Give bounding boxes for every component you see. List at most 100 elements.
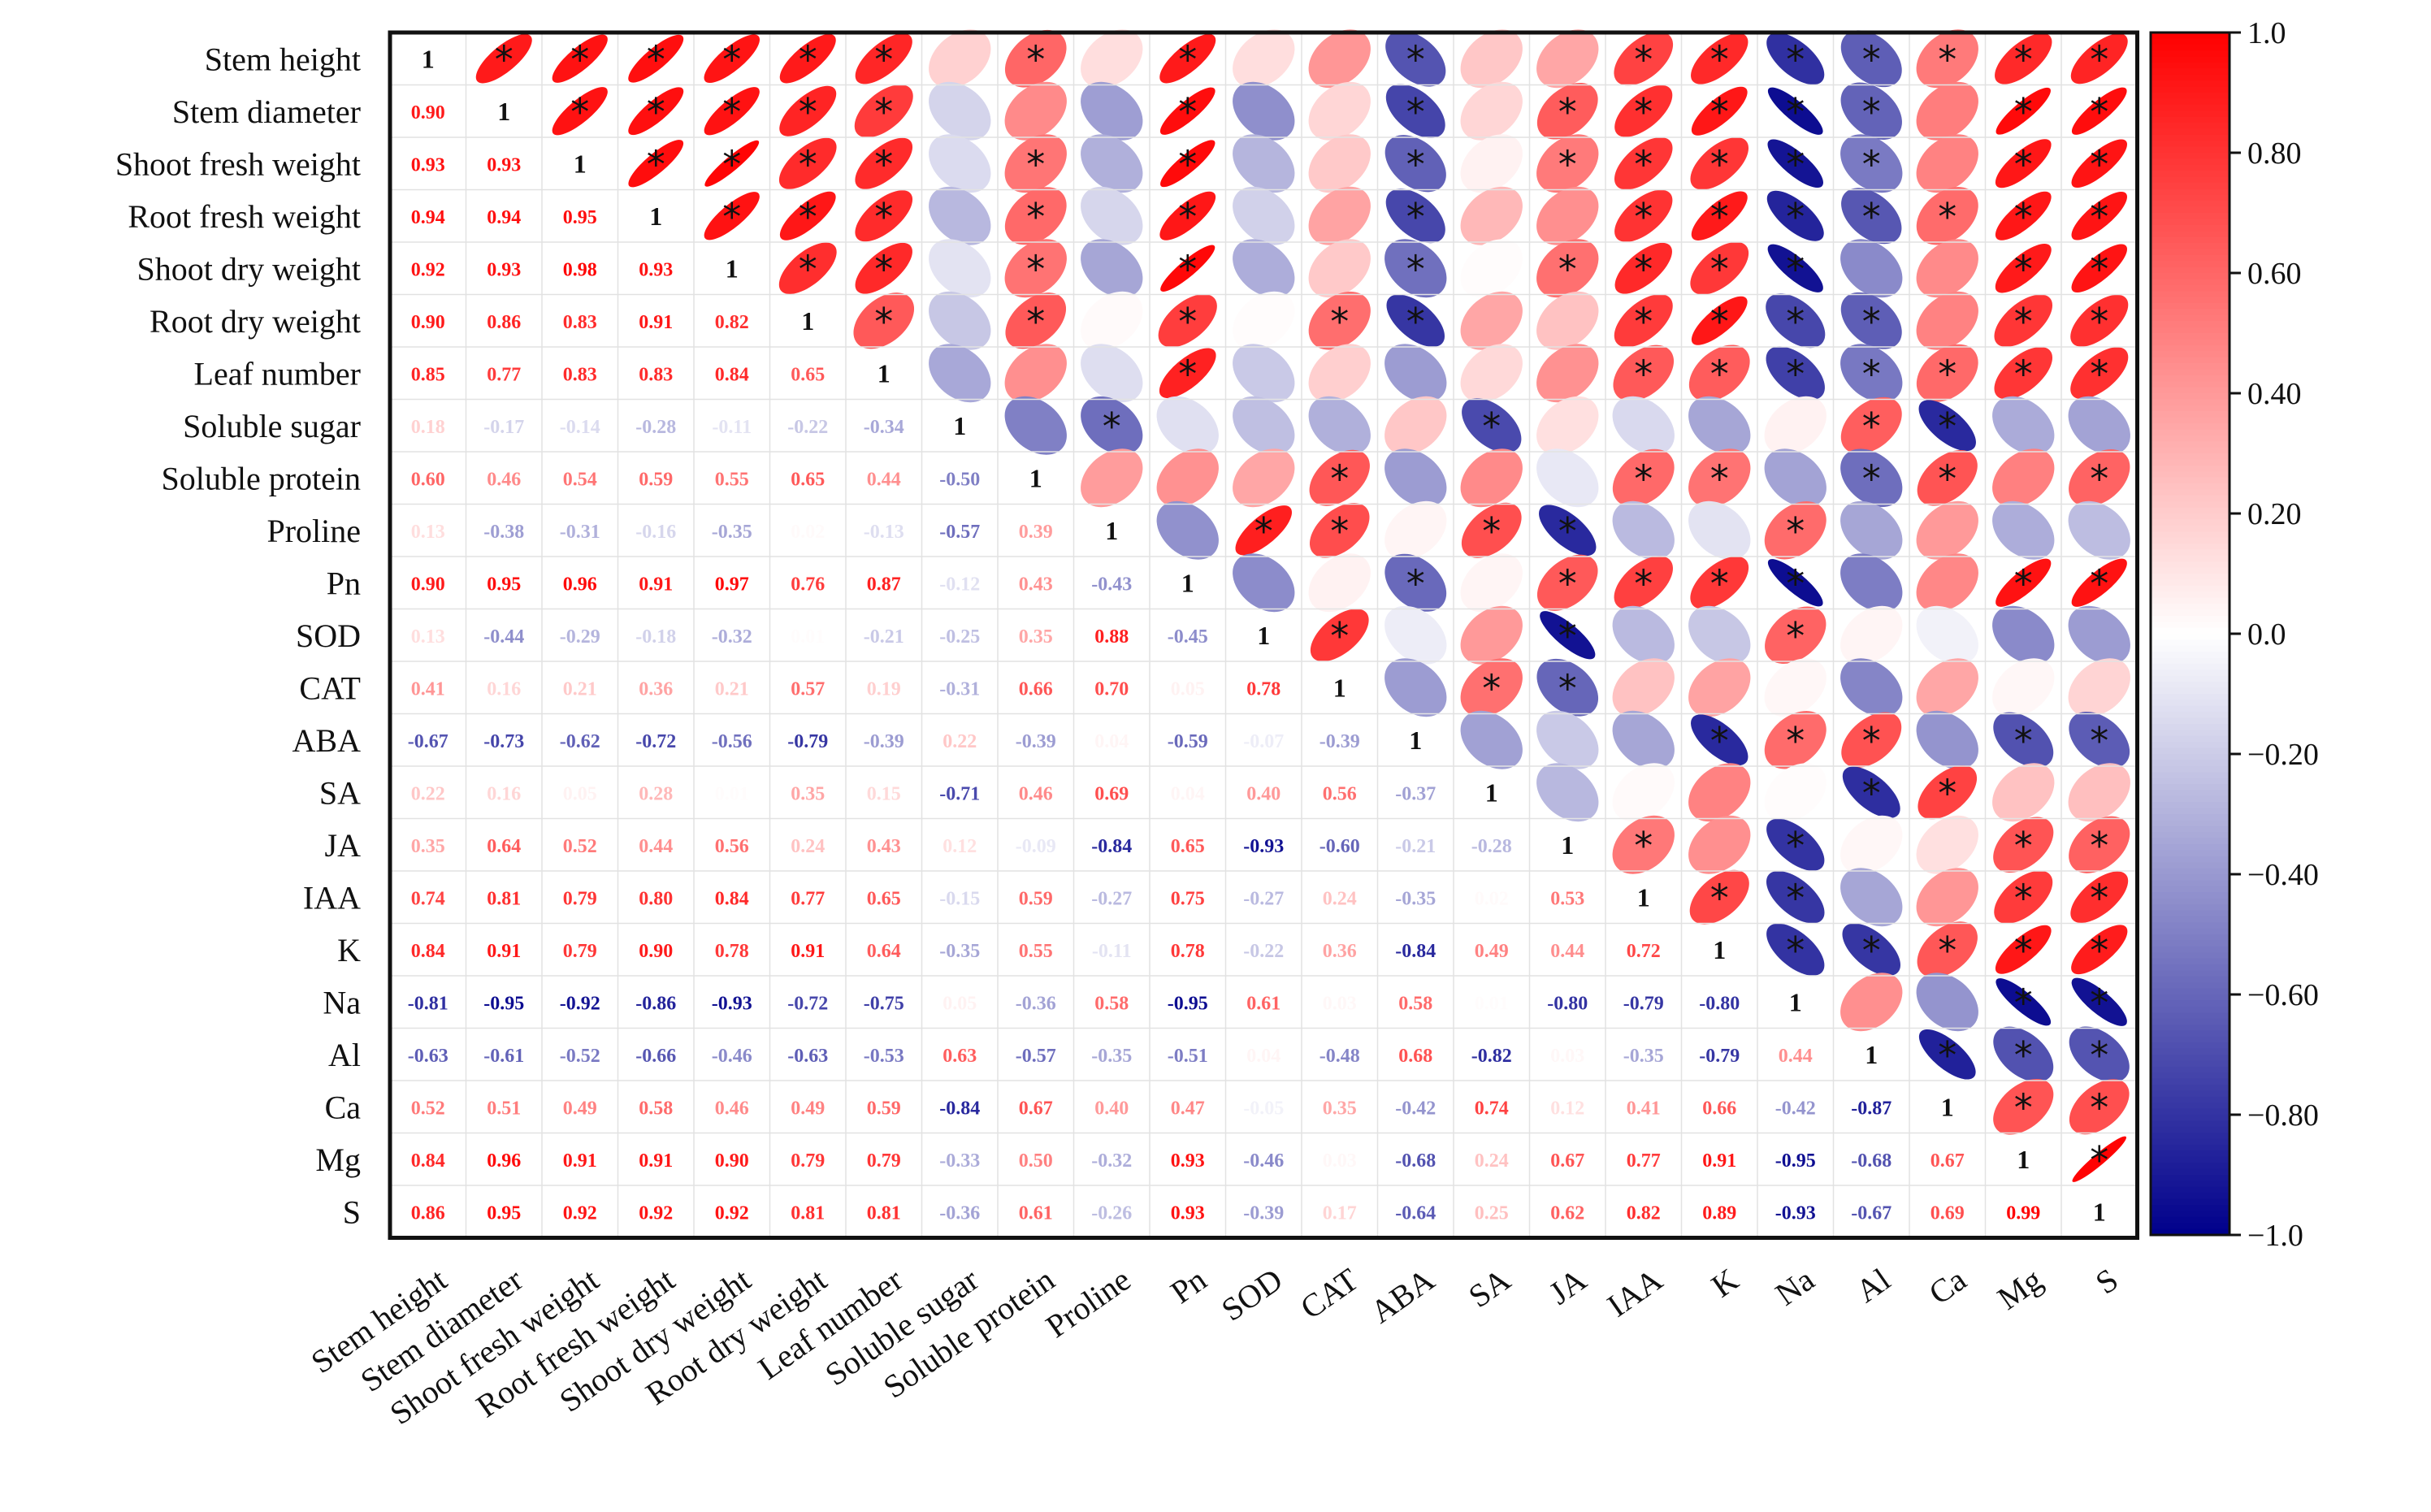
correlation-value-label: 0.52	[563, 836, 597, 857]
correlation-ellipse	[1612, 815, 1675, 874]
correlation-ellipse	[1688, 396, 1751, 455]
correlation-ellipse	[2071, 87, 2127, 135]
correlation-ellipse	[1840, 500, 1903, 560]
significance-asterisk: *	[647, 37, 665, 81]
colorbar-gradient-segment	[2151, 892, 2230, 899]
correlation-ellipse	[1081, 396, 1143, 455]
colorbar-gradient-segment	[2151, 513, 2230, 521]
colorbar-gradient-segment	[2151, 507, 2230, 514]
significance-asterisk: *	[799, 37, 817, 81]
colorbar-gradient-segment	[2151, 525, 2230, 533]
correlation-value-label: 0.16	[487, 783, 521, 804]
correlation-value-label: 0.04	[1246, 1046, 1280, 1067]
significance-asterisk: *	[1178, 195, 1197, 239]
correlation-value-label: 0.84	[411, 1150, 445, 1172]
significance-asterisk: *	[1026, 300, 1045, 344]
correlation-value-label: 0.36	[1323, 941, 1357, 962]
colorbar-gradient-segment	[2151, 50, 2230, 58]
significance-asterisk: *	[2014, 876, 2033, 920]
correlation-ellipse	[2069, 1026, 2130, 1083]
colorbar-gradient-segment	[2151, 928, 2230, 935]
correlation-ellipse	[1004, 239, 1067, 298]
correlation-ellipse	[1539, 505, 1597, 557]
correlation-ellipse	[1917, 449, 1978, 506]
correlation-ellipse	[1308, 134, 1371, 193]
significance-asterisk: *	[1634, 352, 1653, 396]
significance-asterisk: *	[1710, 300, 1729, 344]
correlation-ellipse	[704, 34, 760, 84]
correlation-value-label: 0.13	[411, 522, 445, 543]
correlation-value-label: 0.24	[1323, 888, 1357, 909]
colorbar-gradient-segment	[2151, 291, 2230, 298]
correlation-ellipse	[1536, 186, 1599, 245]
correlation-value-label: 0.91	[639, 1150, 673, 1172]
correlation-ellipse	[1994, 346, 2053, 400]
correlation-ellipse	[1688, 658, 1751, 717]
correlation-value-label: 0.12	[942, 836, 977, 857]
correlation-ellipse	[1992, 500, 2055, 560]
significance-asterisk: *	[874, 247, 893, 291]
correlation-ellipse	[1916, 500, 1978, 560]
correlation-value-label: 0.19	[867, 678, 901, 700]
correlation-ellipse	[1081, 344, 1143, 403]
correlation-value-label: -0.13	[864, 522, 904, 543]
correlation-value-label: 0.74	[1475, 1098, 1509, 1119]
colorbar-gradient-segment	[2151, 123, 2230, 130]
correlation-ellipse	[704, 140, 760, 187]
correlation-value-label: 0.91	[563, 1150, 597, 1172]
correlation-ellipse	[1767, 244, 1823, 292]
correlation-value-label: -0.42	[1775, 1098, 1816, 1119]
correlation-value-label: -0.59	[1168, 731, 1208, 752]
correlation-ellipse	[1766, 190, 1824, 241]
colorbar-gradient-segment	[2151, 206, 2230, 214]
correlation-ellipse	[1460, 291, 1523, 350]
correlation-ellipse	[1767, 87, 1823, 135]
correlation-value-label: -0.52	[560, 1046, 600, 1067]
correlation-value-label: 0.49	[791, 1098, 825, 1119]
colorbar-gradient-segment	[2151, 880, 2230, 887]
correlation-ellipse	[1235, 505, 1292, 556]
correlation-ellipse	[475, 34, 532, 84]
colorbar-gradient-segment	[2151, 1042, 2230, 1050]
significance-asterisk: *	[1938, 37, 1956, 81]
significance-asterisk: *	[2014, 142, 2033, 186]
colorbar-gradient-segment	[2151, 825, 2230, 834]
correlation-ellipse	[1995, 925, 2052, 974]
correlation-ellipse	[1689, 869, 1749, 925]
colorbar-gradient-segment	[2151, 321, 2230, 328]
colorbar-gradient-segment	[2151, 832, 2230, 839]
correlation-ellipse	[779, 34, 836, 84]
correlation-value-label: 0.92	[639, 1202, 673, 1224]
correlation-value-label: -0.22	[787, 417, 828, 438]
correlation-ellipse	[1384, 396, 1447, 455]
correlation-ellipse	[1614, 84, 1673, 137]
correlation-value-label: 0.52	[411, 1098, 445, 1119]
colorbar-gradient-segment	[2151, 146, 2230, 154]
correlation-ellipse	[1614, 294, 1673, 348]
significance-asterisk: *	[1862, 142, 1881, 186]
correlation-value-label: -0.79	[787, 731, 828, 752]
colorbar-gradient-segment	[2151, 778, 2230, 785]
significance-asterisk: *	[2090, 90, 2108, 134]
diagonal-label: 1	[1637, 882, 1650, 912]
colorbar-gradient-segment	[2151, 243, 2230, 250]
colorbar-gradient-segment	[2151, 694, 2230, 701]
colorbar-tick-label: 0.0	[2247, 617, 2286, 652]
correlation-ellipse	[1612, 658, 1675, 717]
colorbar-gradient-segment	[2151, 1000, 2230, 1007]
correlation-ellipse	[1081, 448, 1143, 508]
correlation-ellipse	[1460, 658, 1523, 717]
correlation-value-label: 0.95	[487, 574, 521, 595]
correlation-value-label: -0.57	[1016, 1046, 1056, 1067]
significance-asterisk: *	[1786, 195, 1805, 239]
correlation-value-label: 0.05	[1171, 678, 1205, 700]
significance-asterisk: *	[874, 300, 893, 344]
correlation-value-label: -0.46	[712, 1046, 752, 1067]
significance-asterisk: *	[1862, 90, 1881, 134]
significance-asterisk: *	[1026, 195, 1045, 239]
colorbar-gradient-segment	[2151, 585, 2230, 593]
correlation-value-label: 0.58	[1398, 993, 1432, 1014]
colorbar-gradient-segment	[2151, 171, 2230, 178]
colorbar-gradient-segment	[2151, 1168, 2230, 1176]
